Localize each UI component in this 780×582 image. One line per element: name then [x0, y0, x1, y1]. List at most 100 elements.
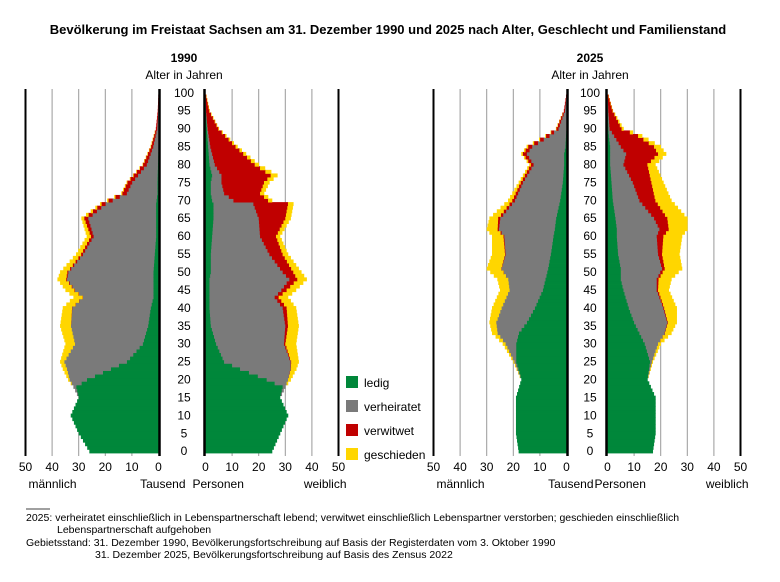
bar-female-geschieden-age-21 [288, 374, 293, 379]
bar-male-geschieden-age-54 [490, 255, 505, 260]
bar-male-verheiratet-age-30 [505, 341, 517, 346]
bar-male-verheiratet-age-41 [502, 302, 537, 307]
bar-female-verwitwet-age-34 [285, 327, 288, 332]
bar-female-geschieden-age-87 [228, 137, 231, 142]
bar-female-verwitwet-age-68 [254, 205, 288, 210]
bar-male-ledig-age-9 [72, 417, 159, 422]
bar-male-ledig-age-46 [543, 284, 567, 289]
age-axis-title: Alter in Jahren [145, 68, 222, 82]
bar-female-verwitwet-age-51 [279, 266, 292, 271]
bar-female-verwitwet-age-46 [283, 284, 291, 289]
bar-female-ledig-age-8 [607, 420, 656, 425]
bar-female-geschieden-age-62 [279, 227, 285, 232]
bar-male-ledig-age-24 [517, 363, 567, 368]
bar-male-geschieden-age-51 [63, 266, 71, 271]
bar-female-ledig-age-4 [205, 435, 279, 440]
bar-female-verwitwet-age-54 [659, 255, 663, 260]
bar-male-ledig-age-55 [550, 252, 567, 257]
bar-female-geschieden-age-35 [666, 323, 676, 328]
bar-male-verheiratet-age-52 [73, 263, 155, 268]
bar-female-ledig-age-2 [607, 442, 655, 447]
age-tick-label: 20 [177, 373, 191, 387]
bar-male-ledig-age-31 [516, 338, 567, 343]
bar-male-verwitwet-age-65 [84, 216, 89, 221]
bar-male-ledig-age-79 [563, 166, 567, 171]
bar-female-geschieden-age-25 [291, 359, 299, 364]
footnote-gebietsstand-2025: 31. Dezember 2025, Bevölkerungsfortschre… [95, 549, 453, 561]
bar-male-ledig-age-25 [515, 359, 567, 364]
bar-female-geschieden-age-79 [648, 166, 658, 171]
bar-female-ledig-age-29 [205, 345, 219, 350]
bar-male-ledig-age-36 [526, 320, 567, 325]
bar-male-verwitwet-age-55 [504, 252, 506, 257]
bar-male-geschieden-age-44 [498, 291, 509, 296]
bar-male-verheiratet-age-89 [553, 130, 567, 135]
bar-female-geschieden-age-82 [247, 155, 251, 160]
bar-male-verwitwet-age-72 [515, 191, 519, 196]
bar-male-ledig-age-41 [536, 302, 567, 307]
x-tick-male: 50 [19, 460, 33, 474]
bar-female-geschieden-age-31 [285, 338, 297, 343]
bar-male-ledig-age-50 [546, 270, 567, 275]
bar-male-verheiratet-age-46 [72, 284, 154, 289]
bar-female-verheiratet-age-29 [645, 345, 658, 350]
bar-male-verwitwet-age-56 [82, 248, 86, 253]
bar-female-ledig-age-1 [607, 445, 654, 450]
bar-male-geschieden-age-81 [144, 159, 145, 164]
bar-male-geschieden-age-30 [502, 341, 506, 346]
bar-female-geschieden-age-42 [281, 298, 291, 303]
bar-female-ledig-age-56 [607, 248, 619, 253]
bar-male-geschieden-age-46 [62, 284, 72, 289]
bar-female-ledig-age-78 [205, 169, 212, 174]
bar-female-verheiratet-age-83 [208, 151, 213, 156]
bar-female-verheiratet-age-20 [266, 377, 289, 382]
bar-male-ledig-age-54 [549, 255, 567, 260]
bar-male-verheiratet-age-25 [64, 359, 127, 364]
bar-male-geschieden-age-48 [497, 277, 509, 282]
bar-female-geschieden-age-60 [663, 234, 683, 239]
bar-female-verwitwet-age-86 [209, 141, 233, 146]
bar-female-verheiratet-age-25 [650, 359, 653, 364]
bar-male-geschieden-age-73 [123, 187, 125, 192]
bar-female-verheiratet-age-76 [611, 177, 632, 181]
bar-female-geschieden-age-79 [260, 166, 266, 171]
bar-female-verheiratet-age-51 [210, 266, 281, 271]
bar-female-ledig-age-3 [205, 438, 278, 443]
bar-female-ledig-age-76 [607, 177, 612, 181]
bar-female-verheiratet-age-79 [610, 166, 626, 171]
bar-female-ledig-age-27 [205, 352, 222, 357]
bar-male-verwitwet-age-84 [149, 148, 152, 153]
bar-female-verwitwet-age-95 [608, 108, 613, 113]
age-tick-label: 95 [583, 104, 597, 118]
bar-male-ledig-age-60 [155, 234, 159, 239]
bar-female-ledig-age-57 [205, 245, 212, 250]
bar-female-geschieden-age-72 [653, 191, 669, 196]
bar-male-verwitwet-age-67 [92, 209, 97, 214]
bar-female-verwitwet-age-71 [638, 194, 655, 199]
bar-female-verheiratet-age-67 [213, 209, 257, 214]
bar-male-verheiratet-age-44 [507, 291, 542, 296]
pyramid-1990: 0 5 10 15 20 25 30 35 40 45 50 55 60 65 70 75 80 85 90 95 10… [19, 51, 347, 491]
bar-female-verheiratet-age-24 [649, 363, 652, 368]
bar-female-verheiratet-age-63 [212, 223, 260, 228]
bar-female-verwitwet-age-80 [623, 162, 648, 167]
chart-title: Bevölkerung im Freistaat Sachsen am 31. … [50, 22, 727, 37]
bar-female-verheiratet-age-35 [635, 323, 667, 328]
bar-female-verheiratet-age-46 [622, 284, 658, 289]
bar-female-geschieden-age-77 [649, 173, 661, 178]
age-tick-label: 5 [587, 426, 594, 440]
bar-female-ledig-age-47 [607, 280, 622, 285]
bar-male-verwitwet-age-82 [146, 155, 150, 160]
bar-male-verheiratet-age-71 [516, 194, 561, 199]
bar-male-ledig-age-38 [149, 313, 159, 318]
bar-female-verheiratet-age-53 [619, 259, 661, 264]
bar-female-verwitwet-age-53 [660, 259, 664, 264]
bar-male-verheiratet-age-91 [157, 123, 159, 128]
bar-male-ledig-age-87 [565, 137, 567, 142]
bar-male-ledig-age-21 [520, 374, 567, 379]
label-unit-right: Personen [193, 477, 244, 491]
bar-male-geschieden-age-41 [493, 302, 504, 307]
bar-male-verheiratet-age-84 [529, 148, 565, 153]
bar-male-ledig-age-30 [142, 341, 159, 346]
bar-female-geschieden-age-34 [287, 327, 299, 332]
